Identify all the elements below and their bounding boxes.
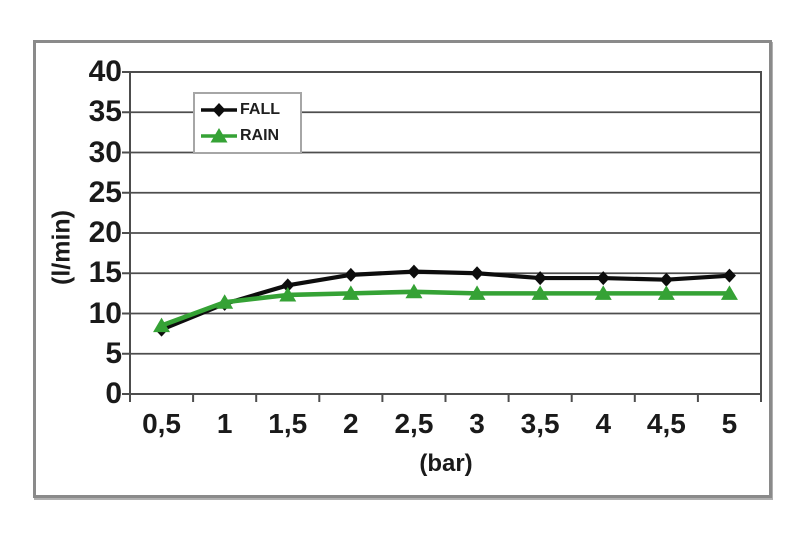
data-point-rain-3 (342, 285, 360, 300)
data-point-rain-6 (531, 285, 549, 300)
rain-line-triangle-icon (199, 128, 239, 144)
series-line-rain (159, 289, 732, 328)
legend-item-rain: RAIN (199, 128, 296, 144)
data-point-fall-7 (596, 271, 610, 286)
legend-item-fall: FALL (199, 102, 296, 118)
legend-sample-marker-diamond (212, 103, 226, 117)
data-point-fall-2 (281, 278, 295, 293)
data-point-rain-5 (468, 285, 486, 300)
data-point-rain-8 (657, 285, 675, 300)
legend: FALL RAIN (193, 92, 302, 154)
data-point-fall-5 (470, 266, 484, 281)
data-point-rain-9 (720, 285, 738, 300)
data-point-fall-4 (407, 264, 421, 279)
data-point-rain-2 (279, 286, 297, 302)
legend-label-fall: FALL (240, 101, 280, 118)
data-point-fall-6 (533, 271, 547, 286)
data-point-fall-8 (659, 272, 673, 287)
data-point-fall-9 (722, 268, 736, 283)
legend-label-rain: RAIN (240, 127, 280, 144)
data-point-fall-3 (344, 267, 358, 282)
chart-frame (33, 40, 772, 498)
data-point-rain-0 (153, 317, 171, 333)
fall-line-diamond-icon (199, 102, 239, 118)
data-point-rain-1 (216, 294, 234, 309)
legend-sample-svg (201, 128, 237, 143)
data-point-rain-4 (405, 283, 423, 299)
legend-sample-marker-triangle (210, 128, 228, 143)
data-point-rain-7 (594, 285, 612, 300)
series-line-fall (159, 269, 732, 332)
legend-sample-svg (201, 103, 237, 117)
